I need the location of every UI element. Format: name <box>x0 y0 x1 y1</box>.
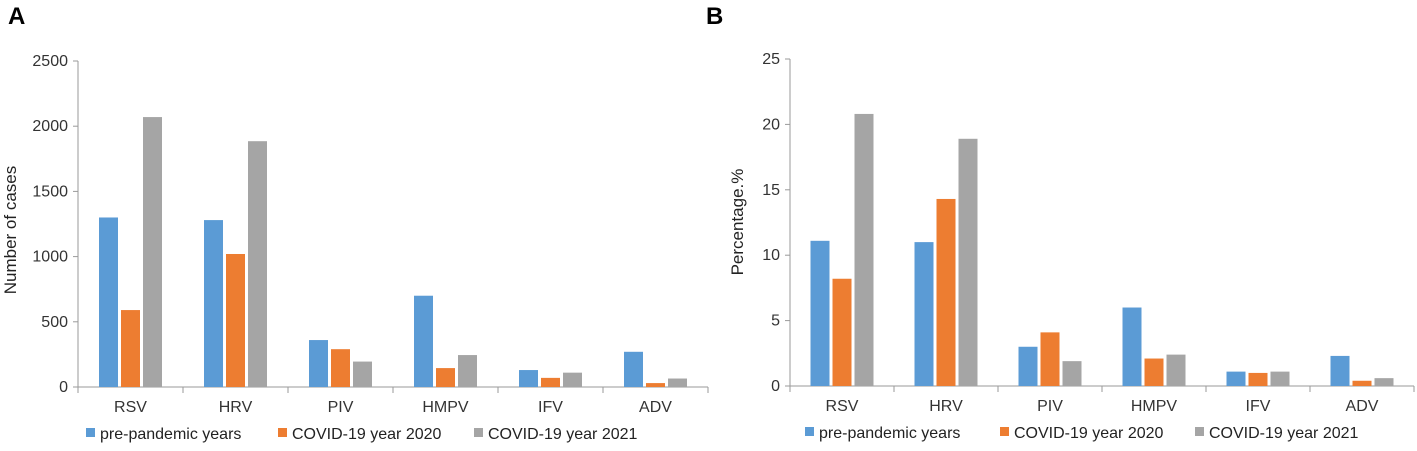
x-tick-label: RSV <box>826 398 859 415</box>
bar-ifv-series-1 <box>1248 372 1268 386</box>
y-tick-label: 5 <box>771 313 780 330</box>
legend-label: COVID-19 year 2021 <box>1209 425 1359 442</box>
bar-hrv-series-0 <box>204 220 223 387</box>
panel-label: B <box>706 3 723 30</box>
bar-rsv-series-0 <box>810 240 830 386</box>
bar-hmpv-series-1 <box>1144 358 1164 386</box>
y-tick-label: 25 <box>762 51 780 68</box>
x-tick-label: IFV <box>538 399 563 416</box>
y-axis-title: Number of cases <box>1 166 20 295</box>
x-tick-label: HRV <box>929 398 963 415</box>
x-tick-label: PIV <box>328 399 354 416</box>
x-tick-label: HMPV <box>422 399 469 416</box>
x-tick-label: PIV <box>1037 398 1063 415</box>
y-tick-label: 15 <box>762 182 780 199</box>
y-tick-label: 1000 <box>32 249 68 266</box>
chart-panel-a: A 0 500 1000 1500 2000 2500 Number of cases RSV H… <box>1 3 709 443</box>
legend-swatch <box>474 428 483 437</box>
bar-adv-series-0 <box>624 351 643 387</box>
legend-label: pre-pandemic years <box>819 425 960 442</box>
y-tick-label: 500 <box>41 314 68 331</box>
legend-label: pre-pandemic years <box>100 426 241 443</box>
x-tick-label: IFV <box>1246 398 1271 415</box>
y-axis-title: Percentage.% <box>728 169 747 276</box>
bar-adv-series-1 <box>646 383 665 387</box>
legend-swatch <box>1000 427 1009 436</box>
y-tick-label: 2000 <box>32 118 68 135</box>
chart-panel-b: B 0 5 10 15 20 25 Percentage.% RSV HRV PIV HMPV IFV A… <box>706 3 1415 442</box>
legend-label: COVID-19 year 2021 <box>488 426 638 443</box>
bar-piv-series-1 <box>1040 332 1060 386</box>
bar-hrv-series-2 <box>248 141 267 387</box>
bar-ifv-series-1 <box>541 377 560 387</box>
bar-hmpv-series-0 <box>414 295 433 387</box>
bar-piv-series-2 <box>353 361 372 387</box>
y-tick-label: 0 <box>59 379 68 396</box>
bar-hmpv-series-1 <box>436 368 455 387</box>
y-tick-label: 10 <box>762 247 780 264</box>
bar-ifv-series-2 <box>1270 371 1290 386</box>
x-tick-label: HRV <box>219 399 253 416</box>
x-tick-label: RSV <box>114 399 147 416</box>
legend-swatch <box>1195 427 1204 436</box>
bar-ifv-series-0 <box>519 370 538 387</box>
bar-piv-series-0 <box>1018 346 1038 386</box>
bar-rsv-series-0 <box>99 217 118 387</box>
bar-adv-series-2 <box>668 378 687 387</box>
legend-swatch <box>86 428 95 437</box>
bar-ifv-series-2 <box>563 372 582 387</box>
x-tick-label: ADV <box>1346 398 1379 415</box>
bar-hrv-series-0 <box>914 242 934 386</box>
panel-label: A <box>8 3 25 30</box>
x-tick-label: HMPV <box>1131 398 1178 415</box>
legend-swatch <box>278 428 287 437</box>
bar-hmpv-series-0 <box>1122 307 1142 386</box>
bar-rsv-series-2 <box>854 113 874 386</box>
bar-hrv-series-1 <box>226 253 245 387</box>
y-tick-label: 2500 <box>32 53 68 70</box>
bar-adv-series-0 <box>1330 355 1350 386</box>
x-tick-label: ADV <box>639 399 672 416</box>
bar-rsv-series-2 <box>143 117 162 388</box>
legend-swatch <box>805 427 814 436</box>
legend-label: COVID-19 year 2020 <box>1014 425 1164 442</box>
bar-adv-series-2 <box>1374 378 1394 386</box>
bar-hrv-series-1 <box>936 198 956 386</box>
y-tick-label: 0 <box>771 378 780 395</box>
bar-piv-series-0 <box>309 340 328 387</box>
bar-adv-series-1 <box>1352 380 1372 386</box>
bar-rsv-series-1 <box>121 310 140 387</box>
bar-rsv-series-1 <box>832 278 852 386</box>
bar-hmpv-series-2 <box>1166 354 1186 386</box>
y-tick-label: 1500 <box>32 183 68 200</box>
legend-label: COVID-19 year 2020 <box>292 426 442 443</box>
bar-ifv-series-0 <box>1226 371 1246 386</box>
bar-hrv-series-2 <box>958 138 978 386</box>
bar-piv-series-2 <box>1062 361 1082 386</box>
bar-piv-series-1 <box>331 349 350 387</box>
bar-hmpv-series-2 <box>458 355 477 387</box>
y-tick-label: 20 <box>762 116 780 133</box>
